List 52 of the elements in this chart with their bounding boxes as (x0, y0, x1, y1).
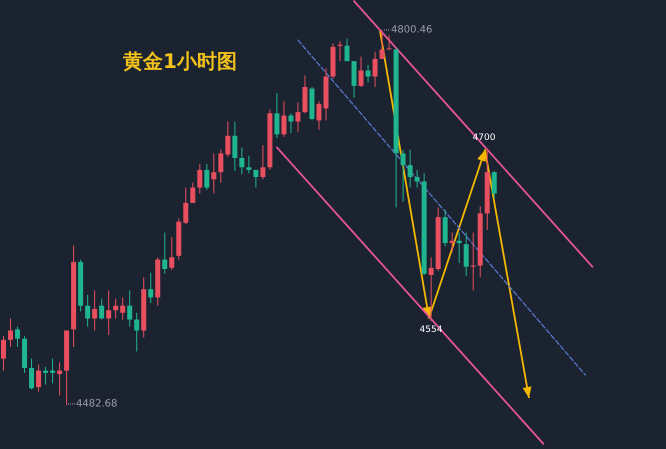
candlestick (211, 152, 216, 194)
candlestick (204, 163, 210, 190)
candlestick (8, 318, 14, 348)
annotation: 4482.68 (76, 398, 118, 410)
candlestick (408, 149, 413, 188)
candlestick (190, 182, 196, 204)
candlestick (148, 272, 154, 304)
candlestick (428, 256, 434, 322)
candlestick (372, 51, 378, 88)
candlestick (134, 312, 140, 352)
text: 黄金1小时图 (122, 49, 237, 73)
candlestick (50, 358, 56, 384)
candlestick (246, 155, 252, 174)
candlestick (366, 64, 371, 84)
candlestick (92, 290, 98, 331)
candlestick (400, 149, 406, 202)
candlestick (358, 56, 364, 88)
annotation: 4800.46 (391, 24, 432, 36)
candlestick (239, 146, 244, 175)
candlestick (183, 187, 188, 225)
candlestick (414, 169, 420, 188)
candlestick (281, 100, 286, 138)
candlestick (253, 169, 258, 188)
candlestick (295, 102, 300, 133)
candlestick (492, 170, 497, 199)
candlestick (288, 112, 294, 134)
candlestick (197, 163, 202, 194)
candlestick (232, 121, 238, 172)
candlestick (316, 100, 322, 130)
candlestick (29, 358, 34, 390)
candlestick (15, 326, 20, 348)
candlestick (338, 40, 343, 62)
candlestick (106, 290, 112, 336)
candlestick (99, 298, 104, 320)
candlestick (274, 92, 280, 139)
candlestick (169, 236, 174, 271)
candlestick (57, 362, 62, 396)
candlestick (344, 38, 350, 62)
candlestick (43, 366, 48, 385)
candlestick (1, 336, 6, 372)
candlestick (36, 364, 42, 392)
candlestick (113, 298, 118, 319)
candlestick (260, 144, 266, 180)
candlestick (464, 232, 469, 277)
candlestick (85, 294, 90, 328)
candlestick (225, 121, 230, 158)
candlestick (120, 296, 126, 320)
candlestick (162, 232, 168, 274)
candlestick (218, 149, 224, 184)
candlestick (127, 290, 132, 328)
annotation: 4554 (420, 325, 443, 335)
candlestick (380, 30, 385, 60)
